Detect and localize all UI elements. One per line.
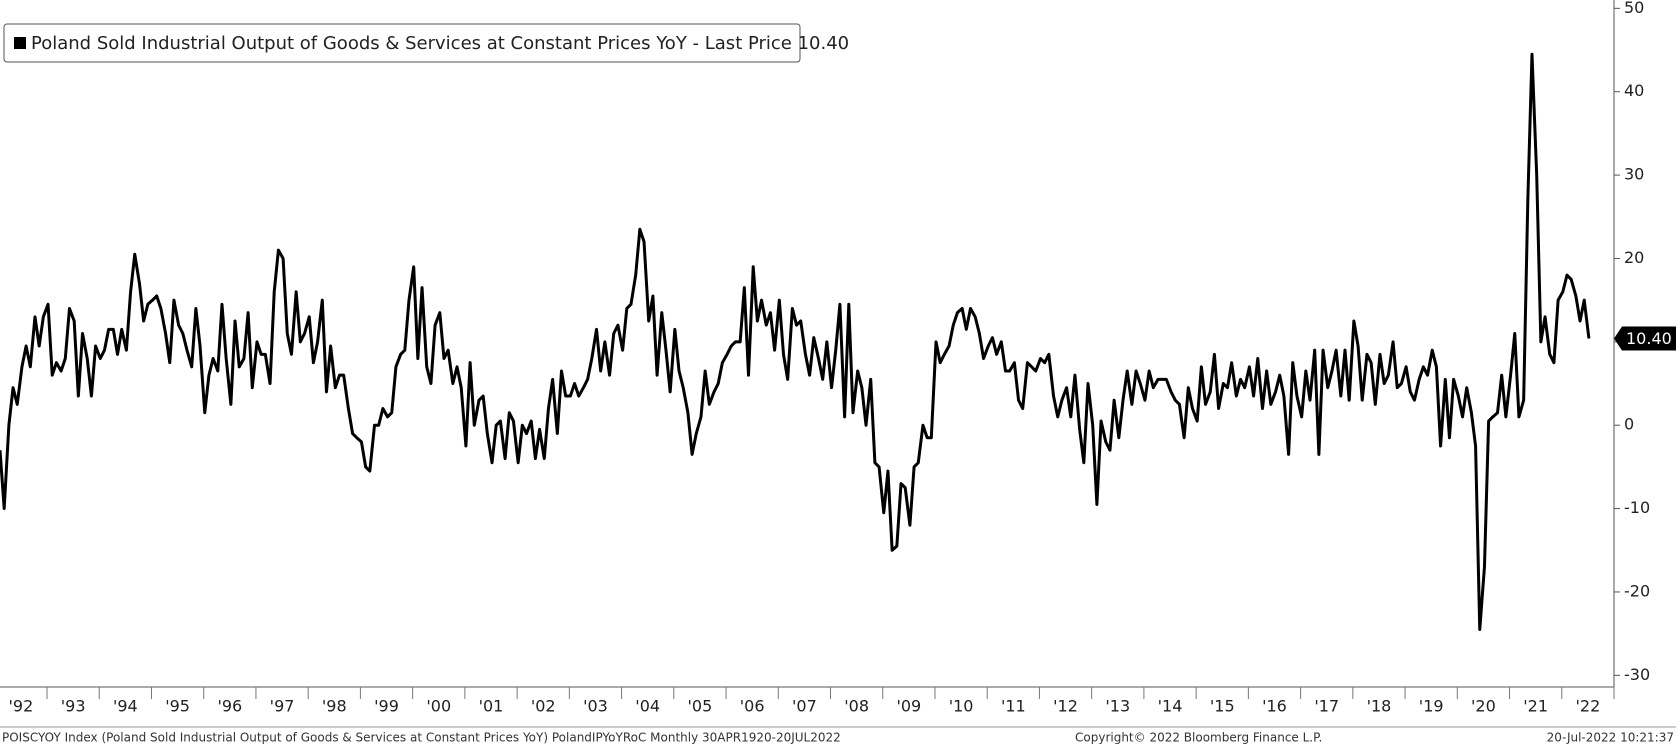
x-tick-label: '09 — [896, 697, 921, 716]
x-tick-label: '07 — [792, 697, 817, 716]
x-tick-label: '12 — [1053, 697, 1078, 716]
x-tick-label: '18 — [1367, 697, 1392, 716]
x-tick-label: '16 — [1262, 697, 1287, 716]
y-tick-label: 30 — [1624, 165, 1644, 184]
x-tick-label: '14 — [1158, 697, 1183, 716]
legend-label: Poland Sold Industrial Output of Goods &… — [31, 33, 849, 54]
y-tick-label: 0 — [1624, 415, 1634, 434]
y-tick-label: -30 — [1624, 665, 1650, 684]
legend-box — [3, 23, 801, 63]
footer-left: POISCYOY Index (Poland Sold Industrial O… — [2, 731, 841, 745]
footer-center: Copyright© 2022 Bloomberg Finance L.P. — [1075, 731, 1322, 745]
x-tick-label: '17 — [1314, 697, 1339, 716]
last-price-tag — [1614, 326, 1676, 351]
x-tick-label: '03 — [583, 697, 608, 716]
x-tick-label: '05 — [688, 697, 713, 716]
x-tick-label: '93 — [61, 697, 86, 716]
x-tick-label: '01 — [479, 697, 504, 716]
x-tick-label: '97 — [270, 697, 295, 716]
y-tick-label: 40 — [1624, 81, 1644, 100]
x-tick-label: '08 — [844, 697, 869, 716]
x-tick-label: '20 — [1471, 697, 1496, 716]
x-tick-label: '98 — [322, 697, 347, 716]
y-tick-label: 50 — [1624, 0, 1644, 17]
x-tick-label: '04 — [635, 697, 660, 716]
x-tick-label: '15 — [1210, 697, 1235, 716]
x-tick-label: '94 — [113, 697, 138, 716]
x-tick-label: '95 — [165, 697, 190, 716]
x-tick-label: '99 — [374, 697, 399, 716]
x-tick-label: '92 — [9, 697, 34, 716]
y-tick-label: -10 — [1624, 498, 1650, 517]
last-price-label: 10.40 — [1626, 329, 1672, 348]
y-tick-label: 20 — [1624, 248, 1644, 267]
series-line — [0, 52, 1591, 631]
x-tick-label: '10 — [949, 697, 974, 716]
x-tick-label: '00 — [426, 697, 451, 716]
y-tick-label: -20 — [1624, 581, 1650, 600]
x-tick-label: '11 — [1001, 697, 1026, 716]
x-tick-label: '13 — [1105, 697, 1130, 716]
x-tick-label: '02 — [531, 697, 556, 716]
x-tick-label: '21 — [1523, 697, 1548, 716]
x-tick-label: '06 — [740, 697, 765, 716]
x-tick-label: '96 — [217, 697, 242, 716]
footer-right: 20-Jul-2022 10:21:37 — [1547, 731, 1674, 745]
legend-swatch — [14, 37, 26, 49]
x-tick-label: '22 — [1576, 697, 1601, 716]
x-tick-label: '19 — [1419, 697, 1444, 716]
legend: Poland Sold Industrial Output of Goods &… — [3, 23, 849, 63]
